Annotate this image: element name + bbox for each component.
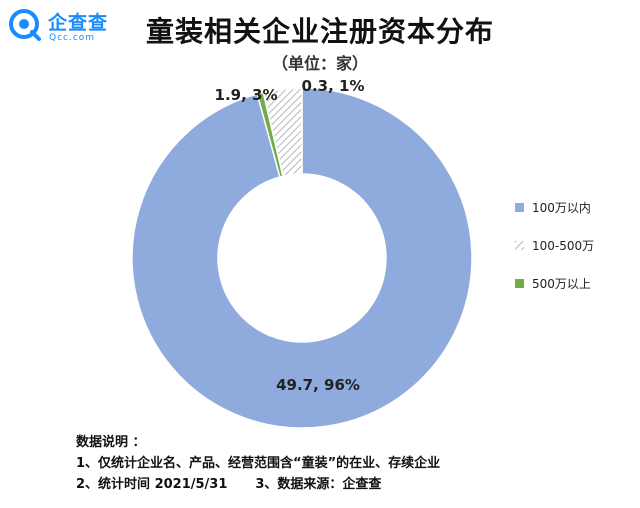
slice-over-5m <box>256 91 284 178</box>
logo-name: 企查查 <box>48 12 109 34</box>
notes-heading: 数据说明 ： <box>76 435 146 450</box>
slice-label-1m-5m: 1.9, 3% <box>215 86 278 104</box>
notes-line-2-time: 2、统计时间 2021/5/31 <box>76 477 228 492</box>
legend-swatch-under-1m <box>515 203 524 212</box>
logo: 企查查 Qcc.com <box>8 6 138 46</box>
notes-line-2: 2、统计时间 2021/5/31 3、数据来源：企查查 <box>76 474 440 495</box>
legend-swatch-1m-5m <box>515 241 524 250</box>
slice-label-over-5m: 0.3, 1% <box>302 77 365 95</box>
slice-1m-5m <box>262 87 303 178</box>
legend-label-1m-5m: 100-500万 <box>532 239 594 253</box>
data-notes: 数据说明 ： 1、仅统计企业名、产品、经营范围含“童装”的在业、存续企业 2、统… <box>76 432 440 495</box>
legend-label-under-1m: 100万以内 <box>532 201 591 215</box>
qcc-logo-icon <box>9 9 41 41</box>
notes-line-2-source: 3、数据来源：企查查 <box>255 477 382 492</box>
legend-swatch-over-5m <box>515 279 524 288</box>
legend-label-over-5m: 500万以上 <box>532 277 591 291</box>
notes-line-1: 1、仅统计企业名、产品、经营范围含“童装”的在业、存续企业 <box>76 456 441 471</box>
chart-subtitle: （单位：家） <box>271 54 368 73</box>
chart-title: 童装相关企业注册资本分布 <box>145 15 494 48</box>
slice-label-under-1m: 49.7, 96% <box>276 376 360 394</box>
slice-under-1m <box>131 87 473 429</box>
logo-domain: Qcc.com <box>49 33 96 43</box>
